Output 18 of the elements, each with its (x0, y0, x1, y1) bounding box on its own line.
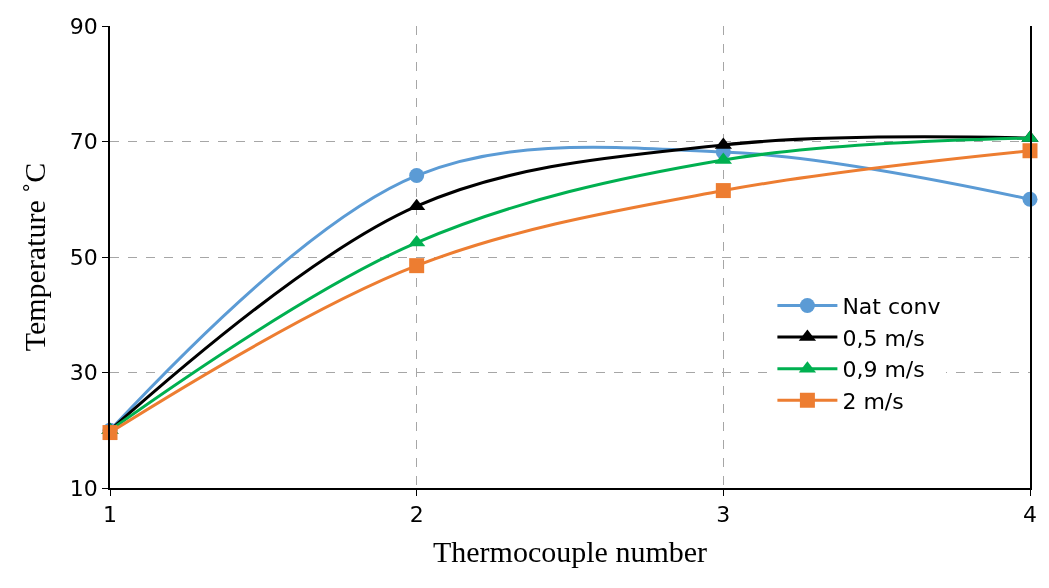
y-tick-label: 30 (69, 360, 98, 386)
legend-label: 0,9 m/s (842, 357, 925, 383)
x-axis-title: Thermocouple number (432, 535, 708, 569)
y-axis-title: Temperature ˚C (18, 162, 52, 352)
x-tick-label: 4 (1023, 502, 1037, 528)
y-tick-label: 10 (69, 475, 98, 501)
legend-label: 0,5 m/s (842, 325, 925, 351)
x-tick-label: 1 (103, 502, 117, 528)
point (409, 168, 425, 184)
y-tick-label: 90 (69, 13, 98, 39)
x-tick-label: 3 (716, 502, 731, 528)
x-tick-label: 2 (409, 502, 424, 528)
point (409, 258, 425, 274)
point (715, 183, 731, 199)
legend-label: 2 m/s (842, 388, 904, 414)
y-tick-label: 50 (69, 244, 98, 270)
legend-label: Nat conv (842, 294, 941, 320)
y-tick-label: 70 (69, 129, 98, 155)
